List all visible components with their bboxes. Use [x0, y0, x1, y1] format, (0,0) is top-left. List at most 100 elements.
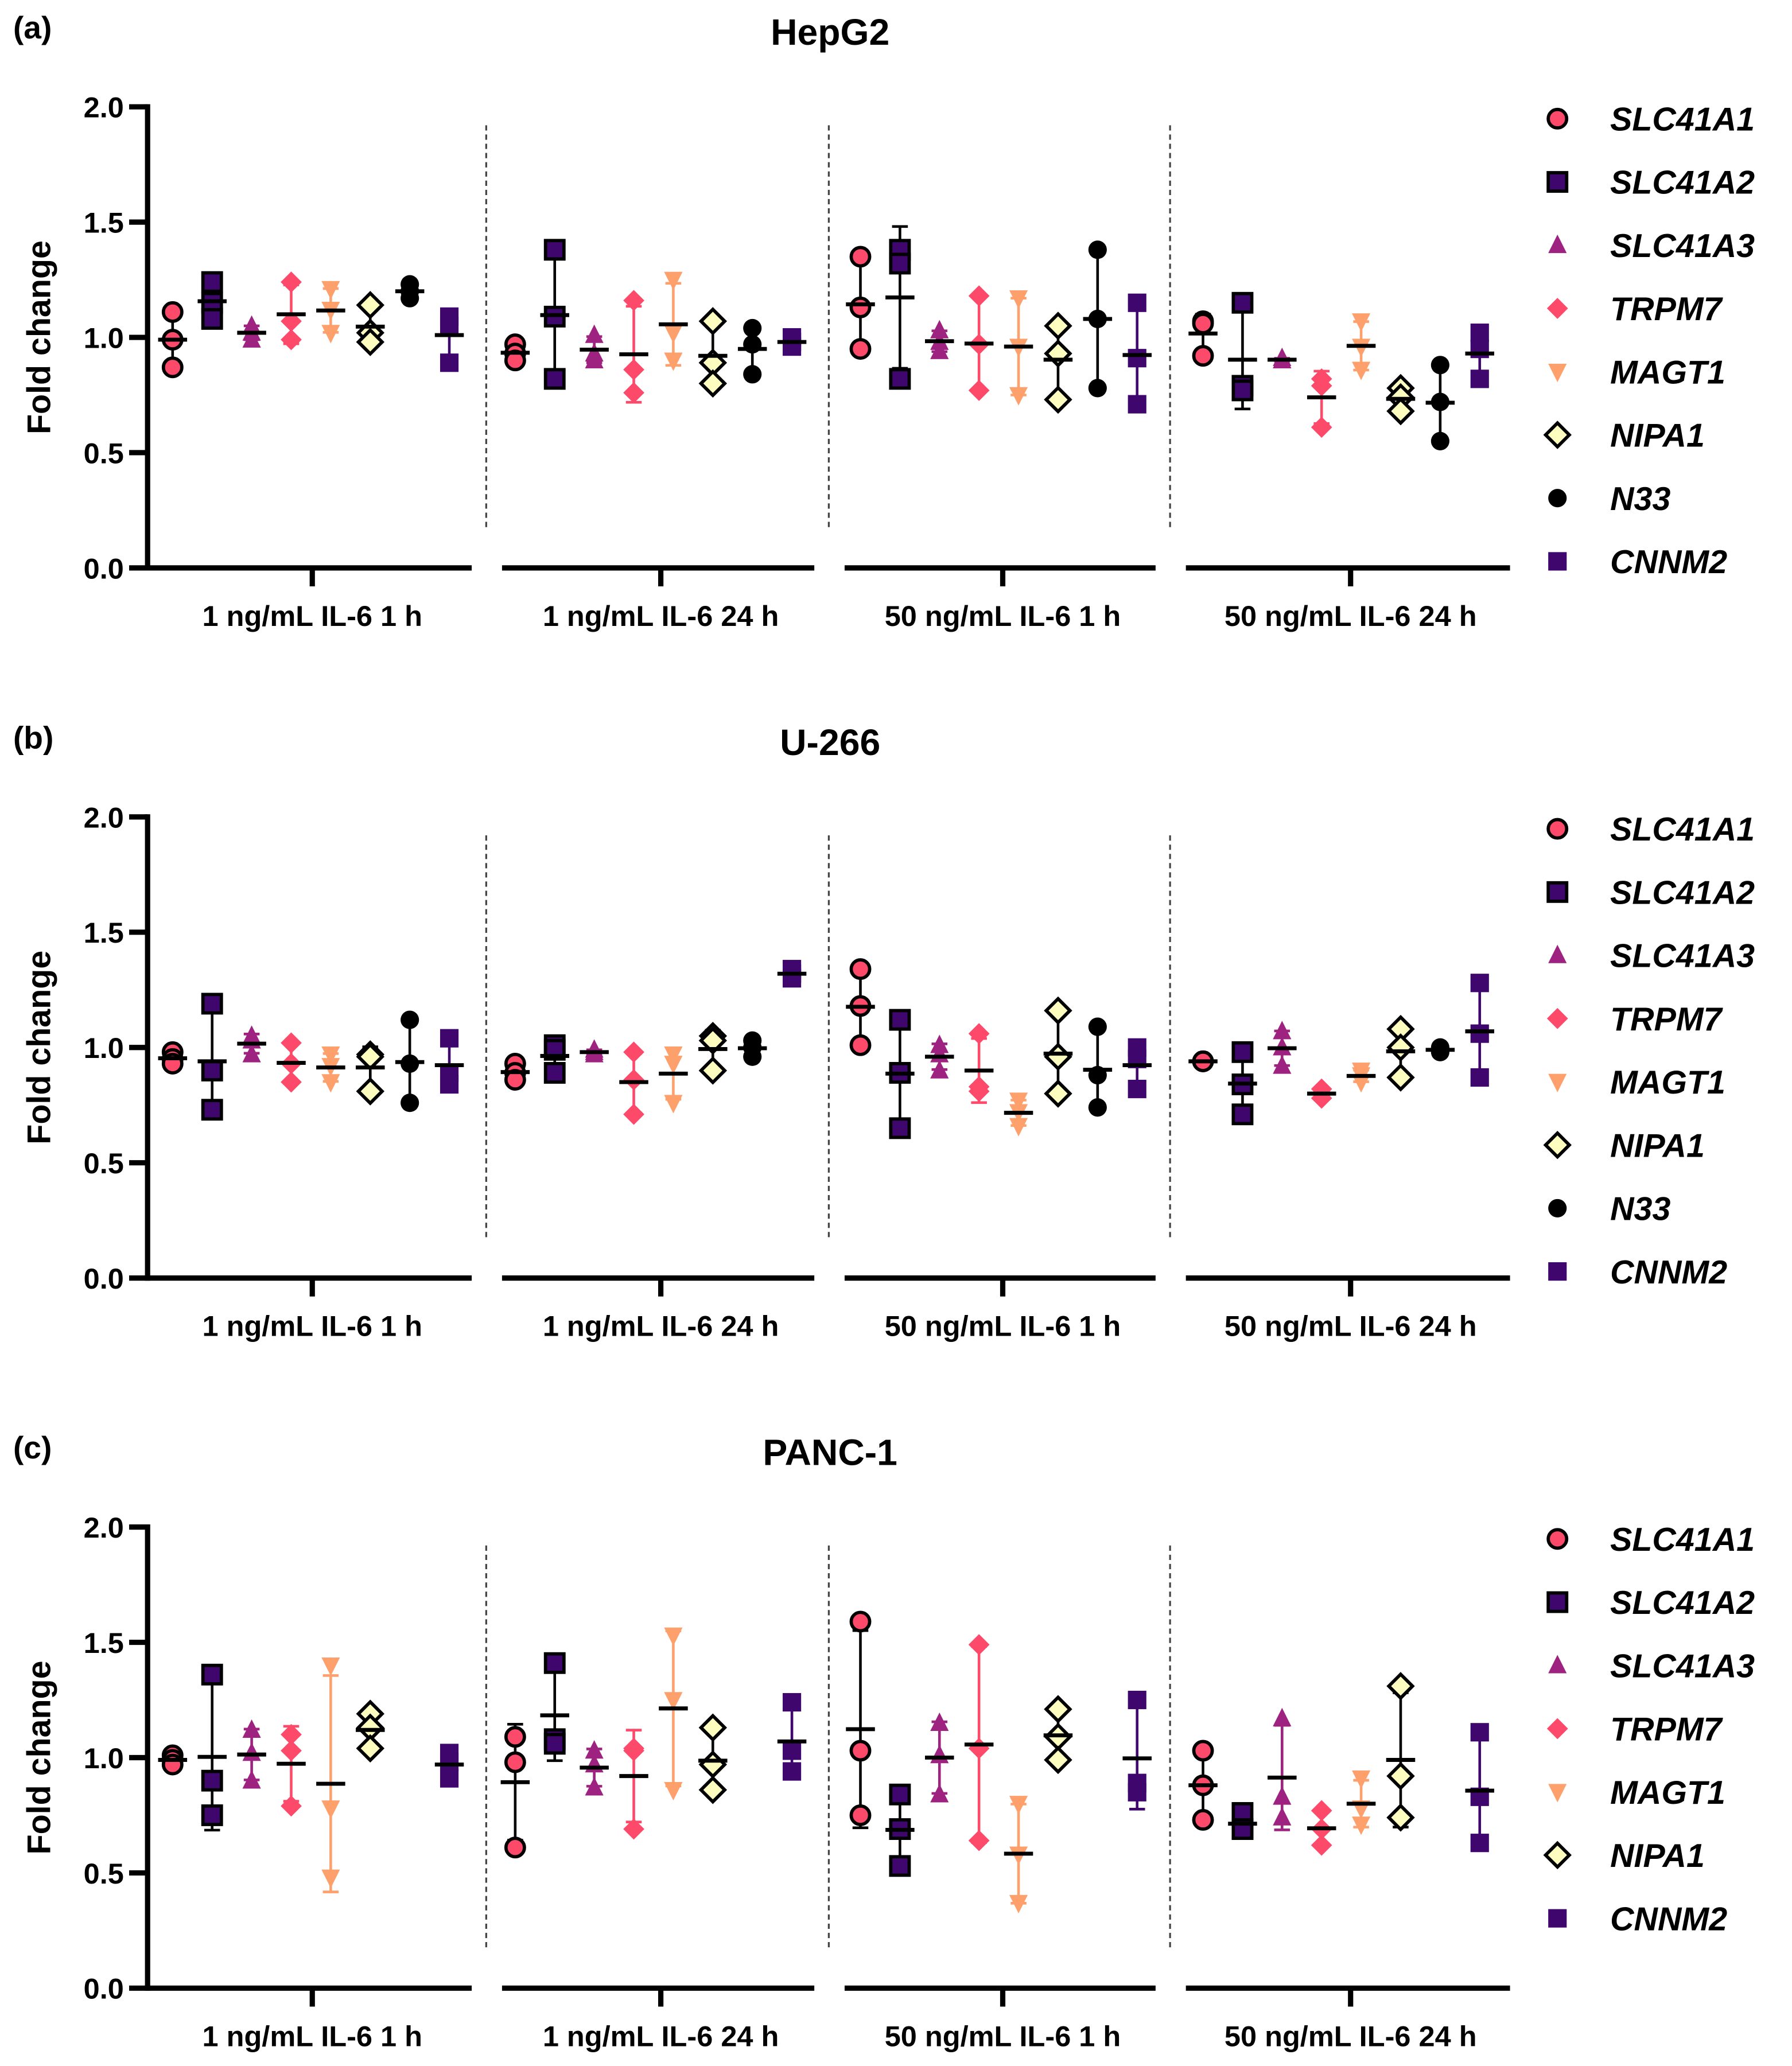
legend-label: NIPA1: [1610, 1127, 1705, 1164]
data-group-magt1: [1346, 313, 1376, 380]
y-tick-label: 0.5: [84, 1147, 124, 1180]
legend-item: N33: [1548, 1191, 1670, 1228]
data-point: [1231, 1041, 1254, 1063]
x-tick-label: 1 ng/mL IL-6 1 h: [202, 1310, 422, 1343]
data-point: [623, 1069, 644, 1091]
data-group-cnnm2: [777, 1693, 807, 1781]
data-point: [1009, 387, 1028, 406]
legend-item: SLC41A1: [1546, 811, 1755, 848]
data-point: [930, 320, 949, 339]
data-point: [1231, 379, 1254, 402]
legend-label: SLC41A3: [1610, 1648, 1755, 1684]
data-group-magt1: [316, 1046, 345, 1093]
data-point: [743, 365, 762, 384]
data-point: [504, 1726, 526, 1748]
data-point: [1273, 1021, 1292, 1040]
data-point: [1044, 996, 1072, 1025]
data-point: [1470, 1834, 1489, 1853]
data-group-cnnm2: [434, 1744, 464, 1788]
data-point: [401, 1010, 419, 1029]
data-point: [356, 1042, 384, 1071]
data-group-trpm7: [619, 1041, 648, 1125]
data-point: [1386, 1761, 1415, 1791]
legend-item: TRPM7: [1546, 291, 1724, 328]
data-group-trpm7: [619, 290, 648, 404]
data-group-slc41a3: [580, 1740, 609, 1796]
data-point: [1470, 323, 1489, 343]
data-point: [1044, 312, 1072, 340]
x-tick-label: 50 ng/mL IL-6 24 h: [1225, 600, 1477, 632]
data-point: [543, 1733, 566, 1755]
data-group-trpm7: [619, 1729, 648, 1840]
data-point: [623, 290, 644, 312]
data-point: [1386, 1803, 1415, 1832]
data-group-cnnm2: [434, 1029, 464, 1094]
data-point: [968, 1023, 990, 1045]
data-point: [321, 1657, 340, 1676]
data-point: [356, 291, 384, 320]
data-group-slc41a1: [158, 301, 188, 379]
data-point: [664, 352, 683, 371]
data-point: [968, 1634, 990, 1655]
data-group-nipa1: [1386, 1014, 1416, 1092]
data-point: [440, 1769, 459, 1788]
data-point: [889, 1783, 911, 1806]
data-group-trpm7: [277, 271, 306, 351]
data-group-n33: [1083, 1017, 1113, 1117]
data-point: [1044, 339, 1072, 368]
data-group-slc41a2: [885, 1783, 915, 1877]
data-point: [783, 1741, 802, 1760]
data-point: [1386, 1063, 1415, 1092]
legend-marker-magt1-icon: [1548, 1784, 1567, 1803]
legend-label: TRPM7: [1610, 1711, 1724, 1748]
data-group-magt1: [1004, 290, 1033, 406]
data-point: [664, 1781, 683, 1801]
data-point: [201, 1804, 223, 1826]
data-group-slc41a2: [1228, 291, 1257, 411]
data-point: [1088, 1098, 1107, 1117]
legend-item: SLC41A2: [1546, 165, 1755, 201]
x-tick-label: 1 ng/mL IL-6 1 h: [202, 2020, 422, 2052]
data-point: [849, 338, 872, 360]
data-point: [1192, 345, 1214, 367]
data-group-nipa1: [698, 307, 728, 398]
data-group-cnnm2: [1122, 1038, 1152, 1099]
data-point: [281, 1795, 302, 1817]
legend-label: MAGT1: [1610, 354, 1725, 391]
data-point: [698, 1776, 728, 1804]
data-point: [968, 1830, 990, 1851]
y-tick-label: 1.5: [84, 206, 124, 239]
data-group-nipa1: [356, 1699, 385, 1763]
y-tick-label: 2.0: [84, 1511, 124, 1544]
data-point: [440, 1753, 459, 1772]
data-point: [1009, 1894, 1028, 1914]
legend-item: CNNM2: [1548, 544, 1727, 581]
y-tick-label: 1.5: [84, 916, 124, 949]
data-group-slc41a1: [158, 1744, 188, 1776]
legend-item: NIPA1: [1543, 418, 1705, 454]
data-point: [623, 1041, 644, 1063]
data-point: [1352, 1816, 1371, 1835]
data-point: [1044, 385, 1072, 414]
data-point: [1088, 240, 1107, 259]
data-point: [242, 1742, 261, 1761]
data-group-n33: [1425, 356, 1455, 450]
data-point: [1273, 1786, 1292, 1805]
legend-marker-trpm7-icon: [1546, 1007, 1568, 1029]
data-group-nipa1: [356, 291, 385, 356]
data-group-slc41a1: [1188, 1740, 1218, 1831]
data-point: [504, 1751, 526, 1773]
data-group-slc41a3: [580, 1039, 609, 1063]
legend-item: SLC41A2: [1546, 1585, 1755, 1621]
legend-item: CNNM2: [1548, 1254, 1727, 1291]
data-point: [1352, 1074, 1371, 1093]
data-point: [889, 1855, 911, 1877]
legend-label: CNNM2: [1610, 544, 1727, 581]
legend-marker-n33-icon: [1548, 1199, 1567, 1217]
x-tick-label: 1 ng/mL IL-6 24 h: [543, 1310, 779, 1343]
legend-item: SLC41A3: [1548, 1648, 1755, 1684]
data-point: [664, 1692, 683, 1711]
data-point: [968, 1738, 990, 1759]
y-axis-label: Fold change: [21, 951, 57, 1145]
panel-panc-1: (c) PANC-1 Fold change 0.0 0.5 1.0 1.5 2.0 1 ng/…: [13, 1430, 1755, 2052]
